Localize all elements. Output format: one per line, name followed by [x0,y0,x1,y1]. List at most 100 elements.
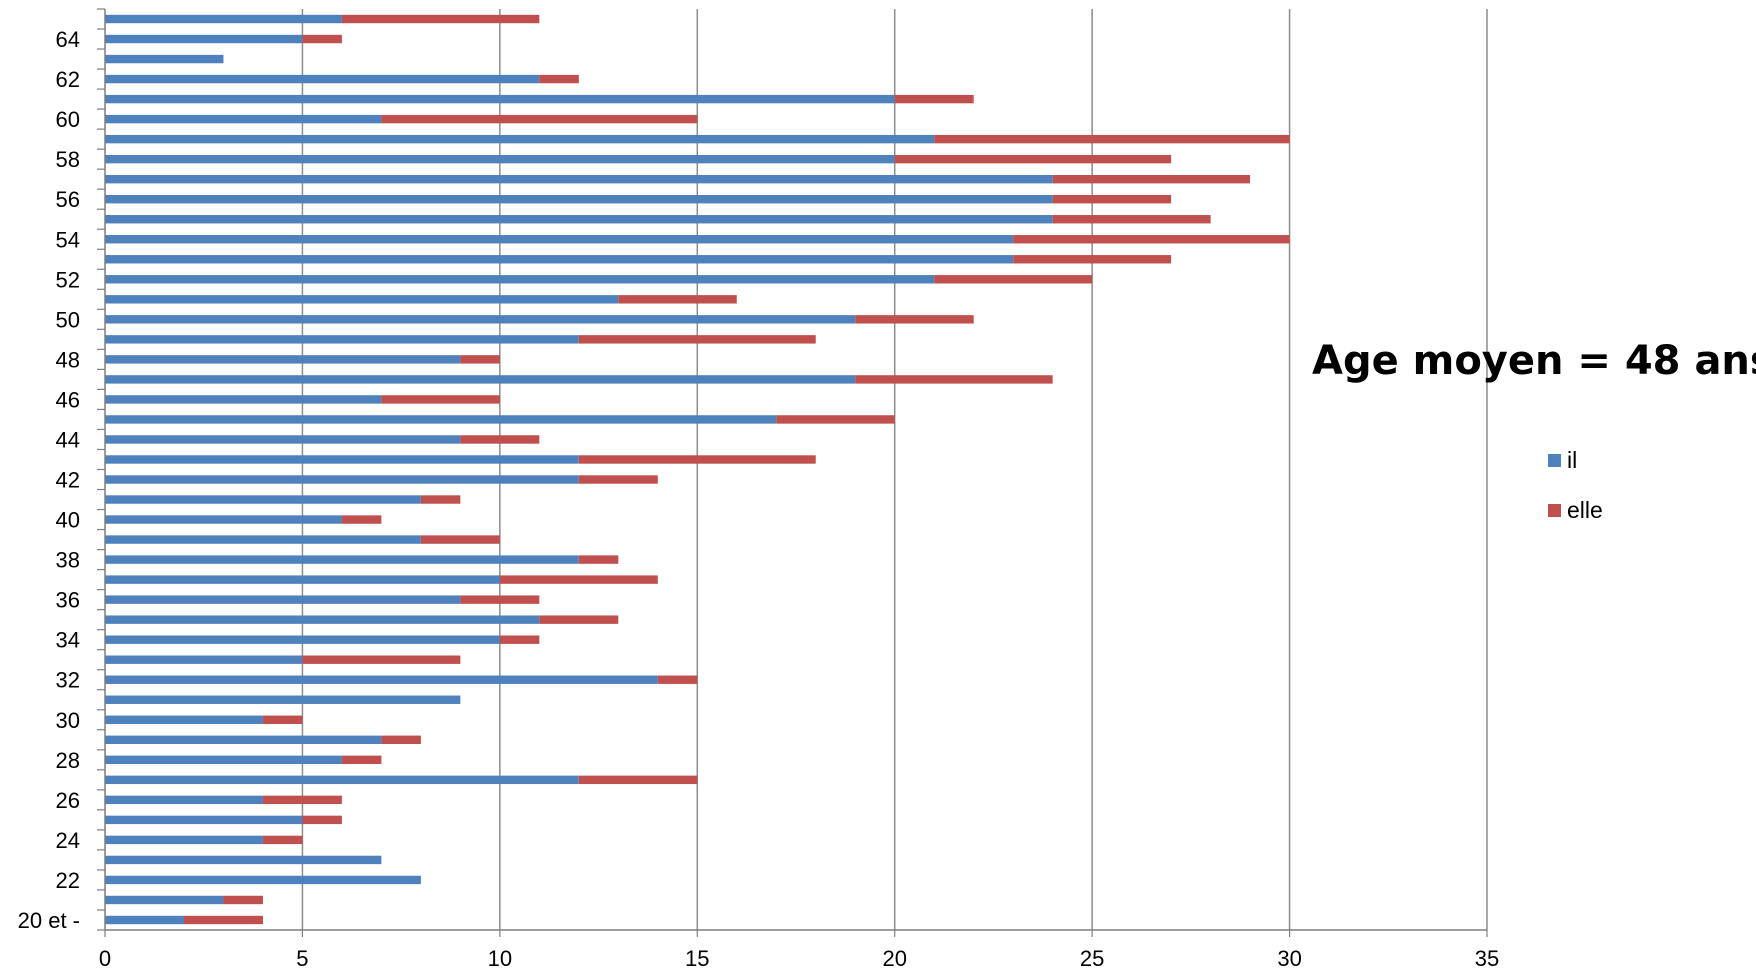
x-axis-tick-labels: 0 5 10 15 20 25 30 35 [99,946,1499,971]
y-tick-label: 40 [56,508,80,533]
y-tick-label: 24 [56,828,80,853]
y-tick-label: 26 [56,788,80,813]
bar-elle-47 [855,375,1053,384]
bar-il-58 [105,154,895,164]
bar-il-51 [105,295,619,304]
bar-il-55 [105,215,1053,224]
bar-il-52 [105,275,935,284]
bar-il-29 [105,735,382,744]
bar-elle-42 [578,475,658,484]
y-tick-label: 38 [56,548,80,573]
x-tick-label: 35 [1475,946,1499,971]
axes [97,8,1488,937]
bar-il-56 [105,195,1053,204]
bar-il-48 [105,355,461,364]
bar-il-44 [105,435,461,444]
bar-il-36 [105,595,461,604]
y-tick-label: 48 [56,347,80,372]
bar-elle-62 [539,74,579,84]
bar-elle-20-et-- [183,915,263,925]
x-tick-label: 15 [685,946,709,971]
bar-il-46 [105,395,382,404]
bar-elle-29 [381,735,421,744]
legend: il elle [1548,447,1603,548]
y-tick-label: 60 [56,107,80,132]
bar-il-27 [105,775,579,785]
y-tick-label: 30 [56,708,80,733]
bar-il-42 [105,475,579,484]
bar-elle-41 [420,495,461,504]
y-tick-label: 46 [56,387,80,412]
x-tick-label: 25 [1080,946,1104,971]
y-tick-label: 50 [56,307,80,332]
bar-elle-54 [1013,235,1290,244]
legend-item-il: il [1548,447,1603,473]
bar-elle-49 [578,335,816,344]
legend-swatch-il [1548,453,1561,467]
bar-il-63 [105,54,224,64]
bar-elle-21 [223,895,263,905]
y-tick-label: 22 [56,868,80,893]
bar-il-24 [105,835,263,845]
bar-elle-32 [657,675,698,684]
legend-swatch-elle [1548,503,1561,517]
bar-il-20-et-- [105,915,184,925]
y-tick-label: 64 [56,27,80,52]
bar-il-21 [105,895,224,905]
bar-il-23 [105,855,382,865]
bar-elle-64 [302,34,342,44]
average-age-annotation: Age moyen = 48 ans [1312,338,1756,384]
bar-elle-55 [1052,215,1211,224]
bar-il-59 [105,134,935,144]
y-tick-label: 20 et - [18,908,80,933]
bar-il-45 [105,415,777,424]
bar-il-41 [105,495,421,504]
y-tick-label: 56 [56,187,80,212]
bar-il-53 [105,255,1014,264]
bar-elle-39 [420,535,500,544]
bar-elle-38 [578,555,619,564]
y-tick-label: 32 [56,668,80,693]
y-tick-label: 62 [56,67,80,92]
bar-il-34 [105,635,500,644]
bar-il-37 [105,575,500,584]
x-tick-label: 30 [1277,946,1301,971]
bar-elle-51 [618,295,737,304]
bar-il-31 [105,695,461,704]
bar-elle-46 [381,395,500,404]
bar-elle-24 [262,835,303,845]
gridlines [301,9,1488,930]
bar-elle-30 [262,715,303,724]
bar-elle-25 [302,815,342,825]
bar-il-35 [105,615,540,624]
bar-il-49 [105,335,579,344]
bar-elle-56 [1052,195,1172,204]
bar-il-57 [105,174,1053,184]
y-tick-label: 52 [56,267,80,292]
bar-elle-59 [934,134,1290,144]
bar-elle-50 [855,315,974,324]
bar-elle-53 [1013,255,1172,264]
bar-elle-43 [578,455,816,464]
bar-il-28 [105,755,342,765]
bar-elle-34 [499,635,540,644]
x-tick-label: 10 [488,946,512,971]
bar-il-64 [105,34,303,44]
bar-il-61 [105,94,895,104]
bar-elle-37 [499,575,658,584]
bar-il-62 [105,74,540,84]
bar-il-40 [105,515,342,524]
bar-elle-27 [578,775,698,785]
bar-elle-36 [460,595,540,604]
bar-elle-48 [460,355,500,364]
y-tick-label: 42 [56,468,80,493]
bar-elle-44 [460,435,540,444]
y-tick-label: 28 [56,748,80,773]
bar-il-33 [105,655,303,664]
bar-elle-61 [894,94,974,104]
x-tick-label: 0 [99,946,111,971]
bar-il-25 [105,815,303,825]
bar-elle-40 [341,515,382,524]
bar-elle-35 [539,615,619,624]
bar-il-50 [105,315,856,324]
